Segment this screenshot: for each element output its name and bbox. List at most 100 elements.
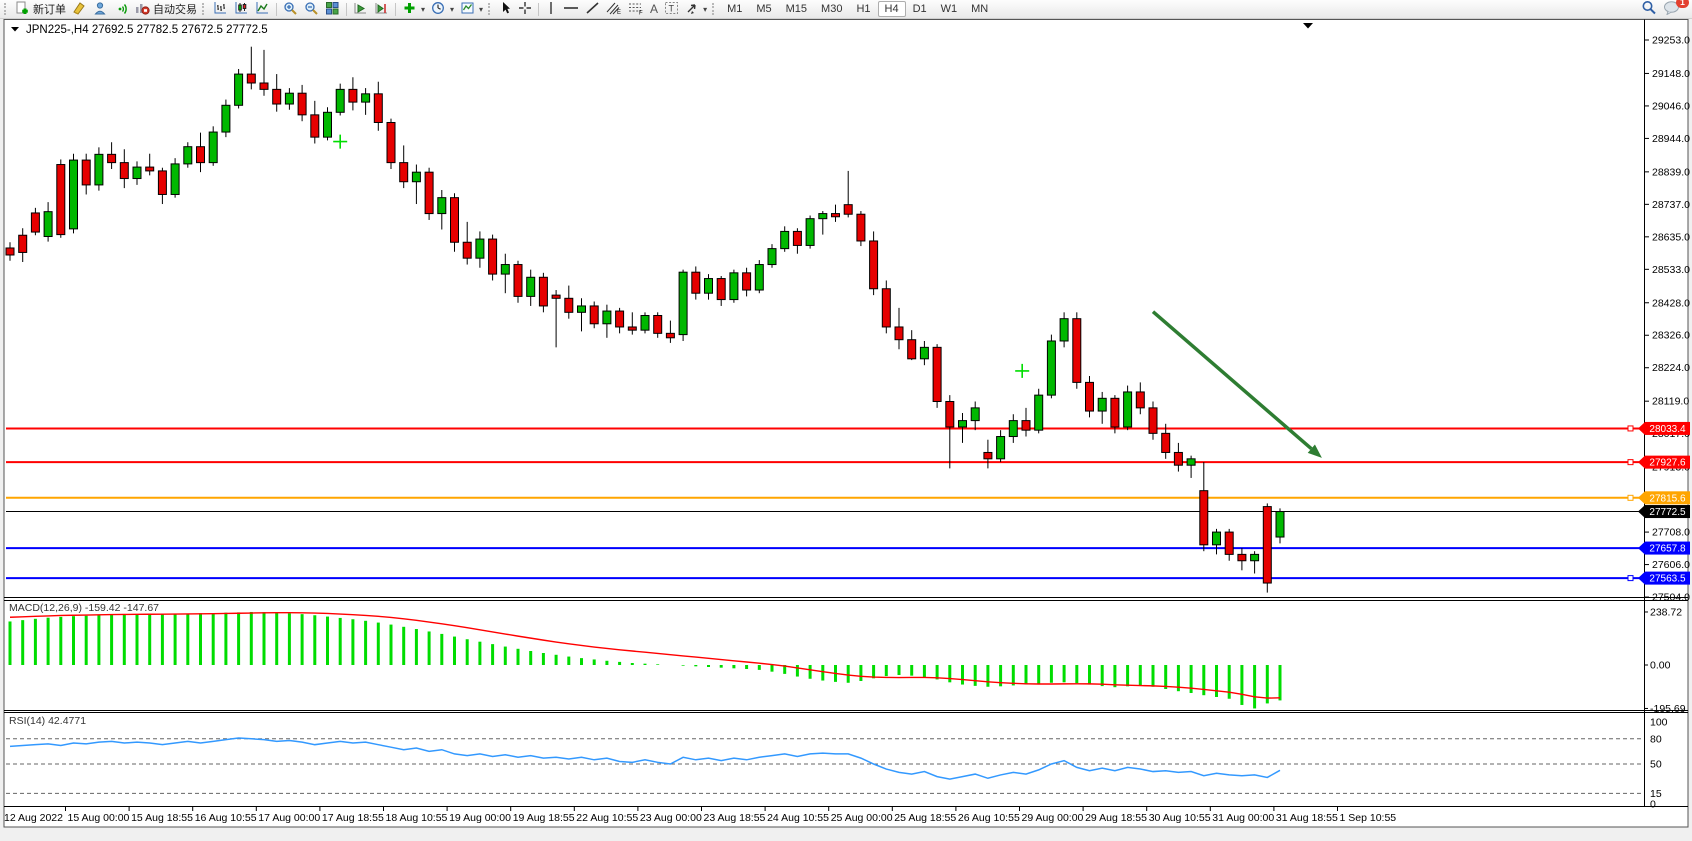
timeframe-button-m30[interactable]: M30 (821, 3, 843, 15)
badge-pointer (1638, 505, 1645, 519)
signals-button[interactable] (111, 1, 132, 17)
trend-arrow-annotation[interactable] (1151, 310, 1322, 458)
chevron-down-icon: ▾ (421, 4, 426, 14)
timeframe-button-w1[interactable]: W1 (940, 3, 958, 15)
profile-button[interactable] (90, 1, 111, 17)
main-toolbar: 新订单 自动交易 ▾ ▾ ▾ E F A T ▾ M1 M5 M15 M30 H1 H4 D… (0, 0, 1692, 19)
plus-marker[interactable] (1015, 363, 1030, 378)
price-badges: 28033.4 27927.6 27815.6 27772.5 27657.8 27563… (1638, 421, 1690, 585)
fibonacci-tool-button[interactable]: F (625, 1, 647, 17)
macd-indicator (8, 611, 1282, 709)
timeframe-button-m5[interactable]: M5 (756, 3, 772, 15)
vertical-line-tool-button[interactable] (542, 1, 560, 17)
timeframe-button-m1[interactable]: M1 (727, 3, 743, 15)
plus-marker[interactable] (333, 134, 348, 149)
hline-handle[interactable] (1627, 575, 1634, 582)
time-label: 15 Aug 18:55 (131, 812, 193, 824)
hline-handle[interactable] (1627, 494, 1634, 501)
chart-shift-button[interactable] (371, 1, 392, 17)
arrow-tools-button[interactable]: ▾ (682, 1, 710, 17)
price-tick-label: 28326.0 (1652, 330, 1690, 342)
new-order-button[interactable]: 新订单 (12, 1, 69, 17)
text-tool-button[interactable]: A (647, 1, 661, 17)
price-tick-label: 27504.0 (1652, 592, 1690, 604)
chart-shift-marker[interactable] (1303, 23, 1313, 29)
candle-body (5, 247, 15, 256)
time-label: 19 Aug 00:00 (449, 812, 511, 824)
hline-handle[interactable] (1627, 459, 1634, 466)
price-badge-label: 27927.6 (1649, 458, 1686, 469)
candle-body (1262, 506, 1272, 584)
indicators-button[interactable]: ▾ (399, 1, 428, 17)
timeframe-button-d1[interactable]: D1 (912, 3, 927, 15)
periods-icon (431, 1, 446, 18)
price-badge (1645, 491, 1690, 505)
toolbar-grip[interactable] (202, 3, 206, 15)
rsi-label: RSI(14) 42.4771 (9, 715, 86, 727)
candle-body (577, 305, 586, 313)
candle-body (119, 162, 129, 180)
candle-body (221, 104, 231, 133)
zoom-out-button[interactable] (301, 1, 322, 17)
zoom-in-button[interactable] (280, 1, 301, 17)
badge-pointer (1638, 571, 1645, 585)
timeframe-button-h4[interactable]: H4 (877, 1, 906, 17)
templates-button[interactable]: ▾ (457, 1, 486, 17)
candle-body (18, 234, 28, 253)
candle-body (259, 82, 269, 90)
candle-body (602, 310, 612, 325)
label-tool-button[interactable]: T (661, 1, 682, 17)
search-button[interactable] (1638, 1, 1660, 17)
crosshair-tool-button[interactable] (515, 1, 535, 17)
toolbar-grip[interactable] (488, 3, 492, 15)
time-label: 12 Aug 2022 (4, 812, 63, 824)
candle-body (792, 230, 802, 246)
arrow-tools-icon (685, 1, 699, 18)
candle-body (869, 240, 879, 290)
cursor-tool-button[interactable] (496, 1, 515, 17)
auto-scroll-button[interactable] (350, 1, 371, 17)
auto-trading-button[interactable]: 自动交易 (132, 1, 200, 17)
toolbar-separator (276, 2, 277, 16)
horizontal-line-tool-button[interactable] (560, 1, 582, 17)
zoom-out-icon (304, 1, 319, 18)
candle-body (996, 436, 1006, 460)
candle-body (348, 88, 358, 103)
tile-windows-button[interactable] (322, 1, 343, 17)
badge-pointer (1638, 491, 1645, 505)
styles-button[interactable] (69, 1, 90, 17)
bar-chart-button[interactable] (210, 1, 231, 17)
candle-body (183, 146, 193, 165)
candle-body (500, 264, 510, 275)
svg-text:T: T (669, 3, 675, 13)
ohlc-collapse-icon[interactable] (11, 27, 19, 32)
periods-button[interactable]: ▾ (428, 1, 457, 17)
candle-body (653, 315, 663, 334)
toolbar-grip[interactable] (4, 3, 8, 15)
time-label: 17 Aug 18:55 (322, 812, 384, 824)
timeframe-button-m15[interactable]: M15 (785, 3, 808, 15)
line-chart-button[interactable] (252, 1, 273, 17)
rsi-axis-label: 50 (1650, 759, 1662, 771)
price-badge (1645, 541, 1690, 555)
chart-background[interactable] (3, 19, 1689, 828)
candlestick-chart-button[interactable] (231, 1, 252, 17)
candle-body (665, 332, 675, 339)
rsi-axis-label: 80 (1650, 733, 1662, 745)
timeframe-button-h1[interactable]: H1 (856, 3, 871, 15)
chevron-down-icon: ▾ (450, 4, 455, 14)
toolbar-grip[interactable] (712, 3, 716, 15)
channel-tool-button[interactable]: E (603, 1, 625, 17)
price-badge (1645, 455, 1690, 469)
price-badge-label: 27563.5 (1649, 574, 1686, 585)
trendline-tool-button[interactable] (582, 1, 603, 17)
candle-body (627, 326, 637, 331)
candle-body (742, 272, 752, 291)
candle-body (157, 170, 167, 195)
arrow-shaft (1151, 310, 1313, 451)
hline-handle[interactable] (1627, 425, 1634, 432)
timeframe-button-mn[interactable]: MN (971, 3, 989, 15)
price-badge-label: 27657.8 (1649, 544, 1686, 555)
price-tick-label: 27606.0 (1652, 559, 1690, 571)
notifications-button[interactable]: 1 (1660, 0, 1689, 17)
